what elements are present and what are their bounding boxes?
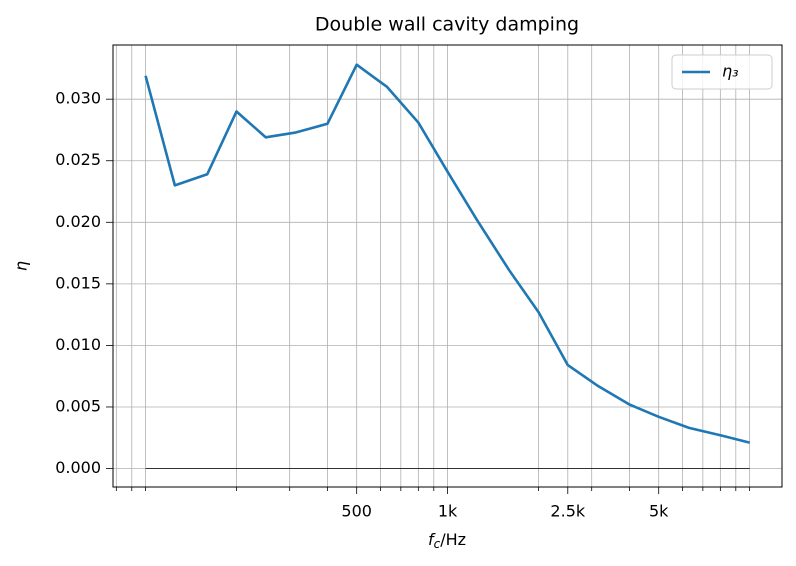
y-tick-label: 0.020 — [55, 212, 101, 231]
x-label-unit: /Hz — [440, 530, 466, 549]
y-tick-label: 0.015 — [55, 273, 101, 292]
x-tick-label: 5k — [649, 502, 669, 521]
legend-label: η₃ — [722, 62, 739, 81]
data-line — [144, 63, 750, 444]
x-tick-label: 2.5k — [550, 502, 585, 521]
y-tick-label: 0.010 — [55, 335, 101, 354]
legend-box — [671, 54, 773, 90]
y-tick-label: 0.025 — [55, 150, 101, 169]
y-tick-label: 0.000 — [55, 458, 101, 477]
plot-frame — [112, 44, 783, 488]
x-label-var: f — [428, 530, 436, 549]
x-label-sub: c — [434, 537, 441, 551]
y-axis-label: η — [12, 261, 31, 271]
chart-title: Double wall cavity damping — [315, 14, 579, 36]
x-tick-label: 1k — [438, 502, 458, 521]
y-tick-label: 0.030 — [55, 89, 101, 108]
x-axis-label: fc/Hz — [428, 530, 466, 551]
y-tick-label: 0.005 — [55, 396, 101, 415]
x-tick-label: 500 — [341, 502, 372, 521]
